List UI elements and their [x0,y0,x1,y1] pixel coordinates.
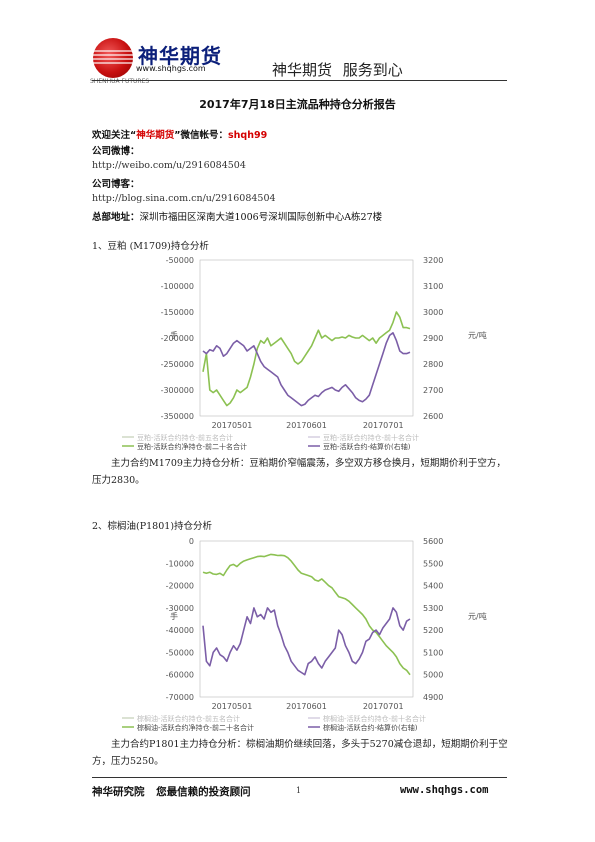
y-left-tick-label: -50000 [166,648,194,657]
wechat-line: 欢迎关注“神华期货”微信帐号：shqh99 [92,127,267,141]
y-right-tick-label: 5000 [423,671,443,680]
chart-palm-oil: 0 -10000 -20000 -30000 -40000 -50000 -60000 -70… [118,533,503,733]
header-slogan: 神华期货 服务到心 [272,61,403,79]
y-right-tick-label: 2600 [423,412,443,421]
plot-frame [199,259,414,417]
weibo-label: 公司微博： [92,146,140,157]
y-right-tick-label: 3100 [423,282,443,291]
chart-palm-oil-svg: 0 -10000 -20000 -30000 -40000 -50000 -60000 -70… [122,537,487,732]
x-tick-label: 20170601 [286,702,327,711]
logo-text: 神华期货 [138,44,222,68]
address-label: 总部地址： [92,212,140,223]
y-left-tick-label: -70000 [166,693,194,702]
y-right-tick-label: 2900 [423,334,443,343]
y-right-tick-label: 3000 [423,308,443,317]
x-tick-label: 20170701 [363,702,404,711]
y-right-tick-label: 5300 [423,604,443,613]
y-left-tick-label: -10000 [166,559,194,568]
y-right-tick-label: 4900 [423,693,443,702]
weibo-link[interactable]: http://weibo.com/u/2916084504 [92,160,246,171]
legend-entry: 棕榈油-活跃合约持仓-前十名合计 [323,714,426,723]
legend-entry: 棕榈油-活跃合约-结算价(右轴) [323,723,418,732]
y-left-tick-label: -20000 [166,582,194,591]
x-tick-label: 20170701 [363,421,404,430]
legend-entry: 豆粕-活跃合约持仓-前十名合计 [323,433,419,442]
section-1-paragraph: 主力合约M1709主力持仓分析：豆粕期价窄幅震荡，多空双方移仓换月，短期期价利于… [92,458,506,486]
wechat-prefix: 欢迎关注“ [92,130,137,141]
logo-stripes [86,50,138,66]
y-right-tick-label: 2800 [423,360,443,369]
wechat-id: shqh99 [228,130,268,141]
y-left-tick-label: -30000 [166,604,194,613]
header-divider [92,80,507,81]
y-left-tick-label: -250000 [161,360,194,369]
footer-website: www.shqhgs.com [400,784,489,796]
blog-link[interactable]: http://blog.sina.com.cn/u/2916084504 [92,193,276,204]
y-left-axis-label: 手 [170,611,178,621]
legend-entry: 豆粕-活跃合约-结算价(右轴) [323,442,411,451]
legend-entry: 棕榈油-活跃合约净持仓-前二十名合计 [137,723,254,732]
section-2-heading: 2、棕榈油(P1801)持仓分析 [92,521,213,532]
y-left-tick-label: -40000 [166,626,194,635]
footer-tagline: 神华研究院 您最信赖的投资顾问 [92,786,251,798]
series-line-2 [202,607,411,676]
y-left-tick-label: -50000 [166,256,194,265]
legend-entry: 豆粕-活跃合约净持仓-前二十名合计 [137,442,247,451]
y-right-tick-label: 3200 [423,256,443,265]
series-line-1 [202,553,411,676]
y-right-tick-label: 5200 [423,626,443,635]
blog-label: 公司博客： [92,179,140,190]
legend-entry: 棕榈油-活跃合约持仓-前五名合计 [137,714,240,723]
y-left-axis-label: 手 [170,330,178,340]
page-number: 1 [296,786,302,795]
legend-entry: 豆粕-活跃合约持仓-前五名合计 [137,433,233,442]
logo-subtitle: SHENHUA FUTURES [90,78,150,85]
y-right-axis-label: 元/吨 [468,330,487,340]
wechat-brand: 神华期货 [136,130,175,141]
y-right-tick-label: 5400 [423,582,443,591]
plot-frame [199,540,414,698]
y-right-axis-label: 元/吨 [468,611,487,621]
logo-url: www.shqhgs.com [136,64,206,73]
wechat-mid: ”微信帐号： [174,130,229,141]
address-line: 总部地址：深圳市福田区深南大道1006号深圳国际创新中心A栋27楼 [92,209,382,223]
series-line-1 [202,311,411,407]
chart-soymeal-svg: -50000 -100000 -150000 -200000 -250000 -30000… [122,256,487,451]
y-left-tick-label: -60000 [166,671,194,680]
x-tick-label: 20170501 [212,702,253,711]
y-left-tick-label: -100000 [161,282,194,291]
address-value: 深圳市福田区深南大道1006号深圳国际创新中心A栋27楼 [139,212,383,223]
section-1-heading: 1、豆粕 (M1709)持仓分析 [92,241,209,252]
y-right-tick-label: 5500 [423,559,443,568]
x-tick-label: 20170501 [212,421,253,430]
chart-soymeal: -50000 -100000 -150000 -200000 -250000 -30000… [118,252,503,452]
y-left-tick-label: -200000 [161,334,194,343]
y-right-tick-label: 5600 [423,537,443,546]
series-line-2 [202,332,411,407]
footer-divider [92,777,507,778]
y-left-tick-label: 0 [189,537,194,546]
y-left-tick-label: -350000 [161,412,194,421]
y-left-tick-label: -300000 [161,386,194,395]
page-title: 2017年7月18日主流品种持仓分析报告 [199,98,396,111]
section-2-paragraph: 主力合约P1801主力持仓分析：棕榈油期价继续回落，多头于5270减仓退却，短期… [92,739,508,767]
y-left-tick-label: -150000 [161,308,194,317]
y-right-tick-label: 2700 [423,386,443,395]
x-tick-label: 20170601 [286,421,327,430]
y-right-tick-label: 5100 [423,648,443,657]
